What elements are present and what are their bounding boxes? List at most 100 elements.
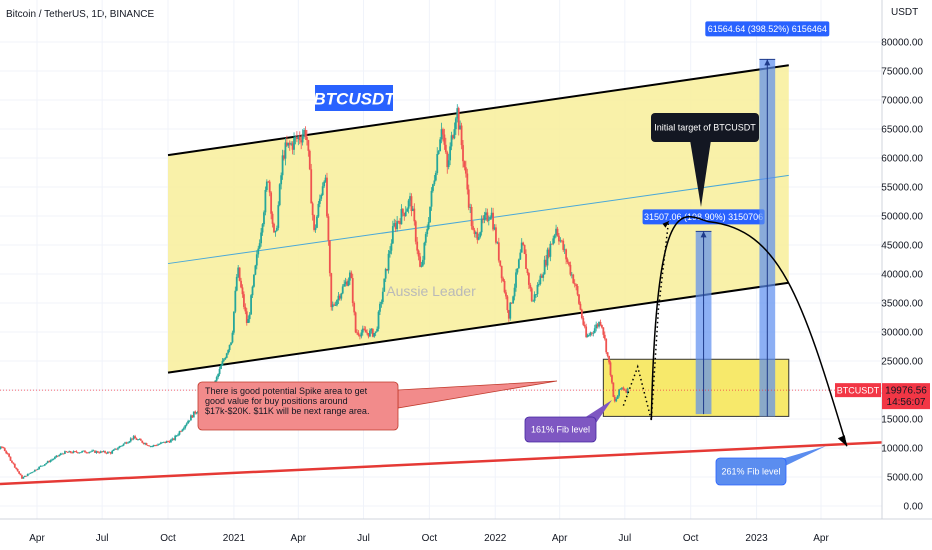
candle-body [134,436,136,439]
candle-body [3,448,6,452]
candle-body [411,208,414,212]
candle-body [602,327,605,335]
time-tick-label: Oct [683,533,699,544]
candle-body [139,439,142,441]
candle-body [507,310,510,319]
candle-body [482,219,484,220]
candle-body [191,415,194,418]
price-tick-label: 75000.00 [881,67,923,78]
candle-body [414,221,417,242]
candle-body [356,332,358,334]
candle-body [74,451,76,452]
candle-body [351,278,354,303]
candle-body [344,281,347,285]
candle-body [467,189,470,208]
candle-body [525,253,527,270]
candle-body [487,219,490,221]
candle-body [36,469,39,470]
price-axis-unit: USDT [891,7,918,18]
candle-body [105,452,108,454]
candle-body [271,213,274,224]
candle-body [84,450,86,453]
candle-body [296,136,298,140]
candle-body [175,435,178,437]
support-line [0,439,911,486]
candle-body [570,274,573,276]
candle-body [452,135,454,139]
candle-body [523,244,526,254]
price-tick-label: 30000.00 [881,328,923,339]
candle-body [79,452,82,454]
candle-body [243,294,245,307]
candle-body [101,451,104,453]
candle-body [376,328,378,332]
candle-body [151,446,154,447]
candle-body [250,295,252,315]
candle-body [527,273,530,285]
candle-body [539,275,542,285]
candle-body [532,300,535,302]
candle-body [420,265,423,267]
time-tick-label: 2022 [484,533,507,544]
candle-body [609,362,612,376]
candle-body [576,286,579,295]
candle-body [540,275,543,278]
candle-body [82,450,85,452]
candle-body [251,286,254,296]
candle-body [370,328,373,331]
candle-body [32,471,35,473]
candle-body [454,118,457,130]
candle-body [357,332,360,336]
candle-body [104,451,106,453]
candle-body [142,442,145,444]
candle-body [383,278,386,292]
candle-body [490,212,493,218]
candle-body [29,472,32,474]
candle-body [117,448,119,450]
fib261-pointer [778,446,826,466]
candle-body [496,242,499,244]
candle-body [391,226,394,244]
candle-body [403,213,406,217]
candle-body [320,195,323,199]
candle-body [162,441,165,443]
candle-body [307,140,310,151]
candle-body [42,465,45,467]
candle-body [364,329,367,333]
candle-body [8,453,10,457]
candle-body [145,443,148,446]
candle-body [159,442,162,444]
candle-body [562,240,565,250]
candle-body [580,309,583,319]
candle-body [18,471,21,474]
candle-body [450,135,453,147]
candle-body [41,465,43,467]
candle-body [247,319,250,324]
candle-body [350,272,353,279]
candle-body [112,449,115,451]
candle-body [626,388,629,393]
candle-body [55,455,58,458]
time-tick-label: Oct [422,533,438,544]
candle-body [363,328,366,330]
candle-body [596,324,599,327]
candle-body [377,311,380,329]
candle-body [9,456,12,461]
candle-body [178,431,181,435]
candle-body [96,451,99,453]
candle-body [161,442,164,444]
candle-body [21,475,23,479]
candle-body [274,230,277,233]
price-tick-label: 60000.00 [881,154,923,165]
price-tick-label: 10000.00 [881,444,923,455]
candle-body [595,324,598,329]
candle-body [184,425,187,429]
candle-body [513,287,516,297]
candle-body [12,462,15,464]
candle-body [144,443,147,444]
candle-body [612,382,615,397]
candle-body [33,469,36,472]
candle-body [255,254,258,266]
candle-body [463,161,466,168]
